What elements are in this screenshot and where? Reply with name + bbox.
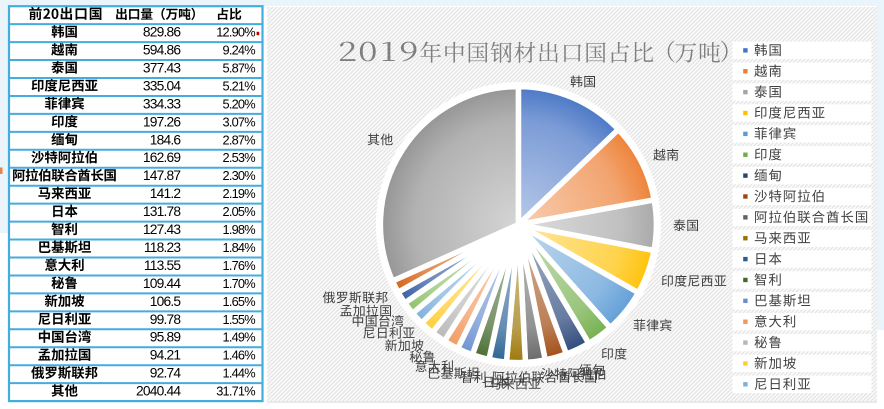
svg-text:109.44: 109.44 — [143, 276, 182, 291]
svg-text:95.89: 95.89 — [150, 330, 182, 345]
svg-text:1.76%: 1.76% — [223, 258, 256, 273]
svg-text:2.30%: 2.30% — [223, 168, 256, 183]
svg-text:1.65%: 1.65% — [223, 294, 256, 309]
svg-text:99.78: 99.78 — [150, 312, 182, 327]
svg-text:5.21%: 5.21% — [223, 78, 256, 93]
svg-text:5.87%: 5.87% — [223, 60, 256, 75]
svg-text:127.43: 127.43 — [143, 222, 182, 237]
svg-text:9.24%: 9.24% — [223, 43, 256, 58]
svg-text:147.87: 147.87 — [143, 168, 181, 183]
svg-text:162.69: 162.69 — [143, 150, 182, 165]
svg-text:2.19%: 2.19% — [223, 186, 256, 201]
svg-text:106.5: 106.5 — [150, 294, 182, 309]
svg-text:5.20%: 5.20% — [223, 96, 256, 111]
svg-text:1.49%: 1.49% — [223, 330, 256, 345]
svg-text:131.78: 131.78 — [143, 204, 182, 219]
svg-text:118.23: 118.23 — [144, 240, 182, 255]
svg-text:1.84%: 1.84% — [223, 240, 256, 255]
svg-text:113.55: 113.55 — [144, 258, 182, 273]
svg-text:3.07%: 3.07% — [223, 114, 256, 129]
svg-text:594.86: 594.86 — [143, 43, 182, 58]
svg-text:829.86: 829.86 — [143, 25, 182, 40]
svg-text:2.05%: 2.05% — [223, 204, 256, 219]
svg-text:141.2: 141.2 — [150, 186, 181, 201]
svg-text:334.33: 334.33 — [143, 96, 182, 111]
svg-text:197.26: 197.26 — [143, 114, 182, 129]
svg-text:1.46%: 1.46% — [223, 348, 256, 363]
svg-text:2.53%: 2.53% — [223, 150, 256, 165]
svg-text:94.21: 94.21 — [150, 348, 181, 363]
svg-text:1.55%: 1.55% — [223, 312, 256, 327]
svg-text:12.90%: 12.90% — [216, 25, 255, 40]
svg-text:377.43: 377.43 — [143, 60, 182, 75]
svg-text:335.04: 335.04 — [143, 78, 182, 93]
svg-text:1.98%: 1.98% — [223, 222, 256, 237]
svg-text:1.44%: 1.44% — [223, 366, 256, 381]
svg-text:2040.44: 2040.44 — [136, 384, 181, 399]
svg-text:2.87%: 2.87% — [223, 132, 256, 147]
svg-text:92.74: 92.74 — [150, 366, 182, 381]
svg-text:184.6: 184.6 — [150, 132, 182, 147]
svg-text:1.70%: 1.70% — [223, 276, 256, 291]
svg-text:31.71%: 31.71% — [216, 384, 255, 399]
